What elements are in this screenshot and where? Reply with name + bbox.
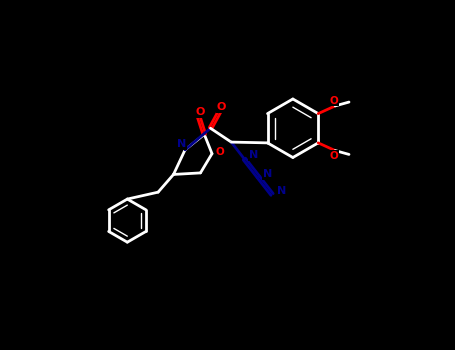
Text: N: N	[263, 169, 272, 178]
Text: O: O	[329, 96, 338, 105]
Text: O: O	[329, 151, 338, 161]
Text: N: N	[277, 187, 286, 196]
Text: N: N	[249, 150, 258, 160]
Text: O: O	[195, 107, 204, 117]
Text: O: O	[217, 102, 226, 112]
Text: N: N	[177, 139, 186, 149]
Text: O: O	[215, 147, 224, 157]
